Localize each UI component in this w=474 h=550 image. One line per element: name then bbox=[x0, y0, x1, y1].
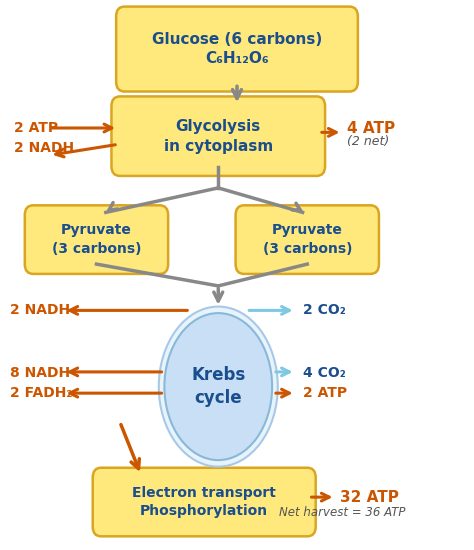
FancyBboxPatch shape bbox=[111, 96, 325, 176]
Text: 32 ATP: 32 ATP bbox=[340, 490, 399, 505]
Ellipse shape bbox=[159, 306, 278, 466]
Text: 4 CO₂: 4 CO₂ bbox=[302, 366, 346, 380]
FancyBboxPatch shape bbox=[25, 205, 168, 274]
Text: (2 net): (2 net) bbox=[347, 135, 389, 148]
Text: 2 NADH: 2 NADH bbox=[10, 304, 70, 317]
FancyBboxPatch shape bbox=[93, 468, 316, 536]
Ellipse shape bbox=[164, 313, 272, 460]
Text: 2 CO₂: 2 CO₂ bbox=[302, 304, 346, 317]
Text: 2 ATP: 2 ATP bbox=[302, 386, 346, 400]
FancyBboxPatch shape bbox=[116, 7, 358, 91]
Text: Glycolysis
in cytoplasm: Glycolysis in cytoplasm bbox=[164, 119, 273, 153]
FancyBboxPatch shape bbox=[236, 205, 379, 274]
Text: 2 NADH: 2 NADH bbox=[15, 141, 74, 155]
Text: 2 ATP: 2 ATP bbox=[15, 121, 59, 135]
Text: Electron transport
Phosphorylation: Electron transport Phosphorylation bbox=[132, 486, 276, 518]
Text: Net harvest = 36 ATP: Net harvest = 36 ATP bbox=[279, 507, 406, 519]
Text: 8 NADH: 8 NADH bbox=[10, 366, 70, 380]
Text: Glucose (6 carbons)
C₆H₁₂O₆: Glucose (6 carbons) C₆H₁₂O₆ bbox=[152, 32, 322, 67]
Text: Pyruvate
(3 carbons): Pyruvate (3 carbons) bbox=[263, 223, 352, 256]
Text: 4 ATP: 4 ATP bbox=[347, 120, 395, 135]
Text: 2 FADH₂: 2 FADH₂ bbox=[10, 386, 72, 400]
Text: Pyruvate
(3 carbons): Pyruvate (3 carbons) bbox=[52, 223, 141, 256]
Text: Krebs
cycle: Krebs cycle bbox=[191, 366, 246, 408]
